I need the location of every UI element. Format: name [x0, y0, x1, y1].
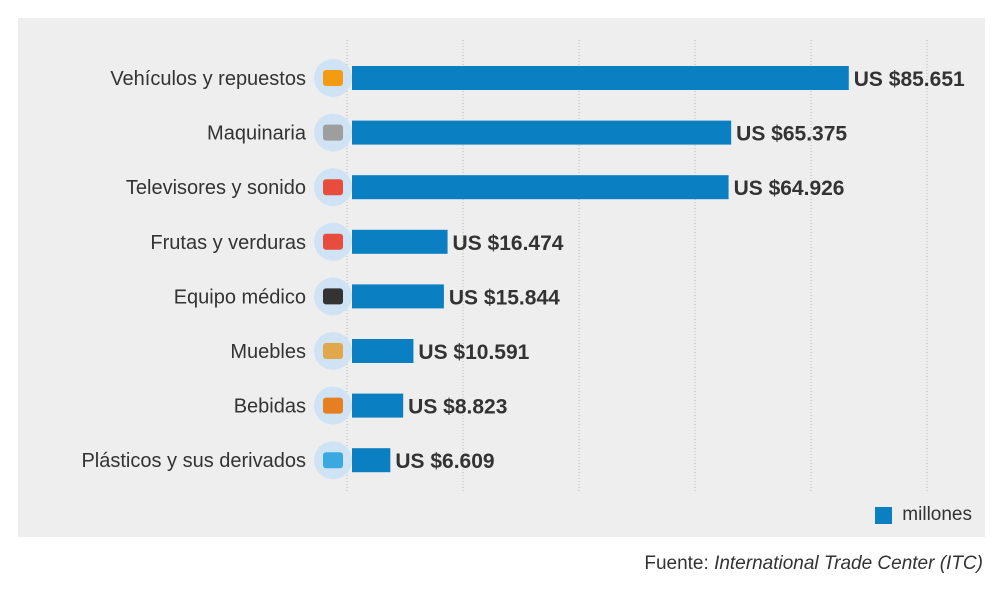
machinery-icon [314, 113, 352, 152]
category-label: Frutas y verduras [150, 232, 306, 254]
data-label: US $8.823 [408, 396, 507, 419]
data-label: US $6.609 [395, 450, 494, 473]
data-label: US $10.591 [418, 341, 529, 364]
plastics-icon [314, 441, 352, 480]
seafood-icon [314, 222, 352, 261]
data-label: US $15.844 [449, 286, 560, 309]
bar [352, 339, 414, 363]
category-label: Bebidas [234, 396, 306, 418]
chart-panel: Vehículos y repuestos US $85.651 Maquinari… [18, 18, 985, 537]
category-label: Televisores y sonido [126, 177, 306, 199]
category-label: Maquinaria [207, 123, 307, 145]
tv-icon [314, 168, 352, 207]
category-label: Muebles [230, 341, 306, 363]
source-prefix: Fuente: [644, 553, 709, 574]
data-label: US $16.474 [453, 232, 564, 255]
category-label: Equipo médico [174, 286, 306, 308]
legend-label: millones [902, 504, 972, 525]
source-note: Fuente: International Trade Center (ITC) [644, 553, 983, 575]
drinks-icon [314, 386, 352, 425]
bar [352, 175, 729, 200]
bar [352, 229, 448, 254]
category-label: Plásticos y sus derivados [81, 450, 306, 472]
bar [352, 66, 849, 90]
bar [352, 284, 444, 309]
source-name: International Trade Center (ITC) [714, 553, 983, 574]
bar-chart: Vehículos y repuestos US $85.651 Maquinari… [81, 40, 965, 493]
bar [352, 393, 404, 418]
bar [352, 120, 732, 145]
legend-swatch [875, 506, 893, 524]
medical-kit-icon [314, 277, 352, 316]
legend: millones [875, 504, 972, 526]
category-label: Vehículos y repuestos [110, 68, 306, 90]
fruits-vegetables-icon [314, 59, 352, 97]
bar [352, 448, 391, 473]
data-label: US $65.375 [736, 123, 847, 146]
furniture-icon [314, 332, 352, 370]
data-label: US $85.651 [854, 68, 965, 91]
data-label: US $64.926 [734, 177, 845, 200]
